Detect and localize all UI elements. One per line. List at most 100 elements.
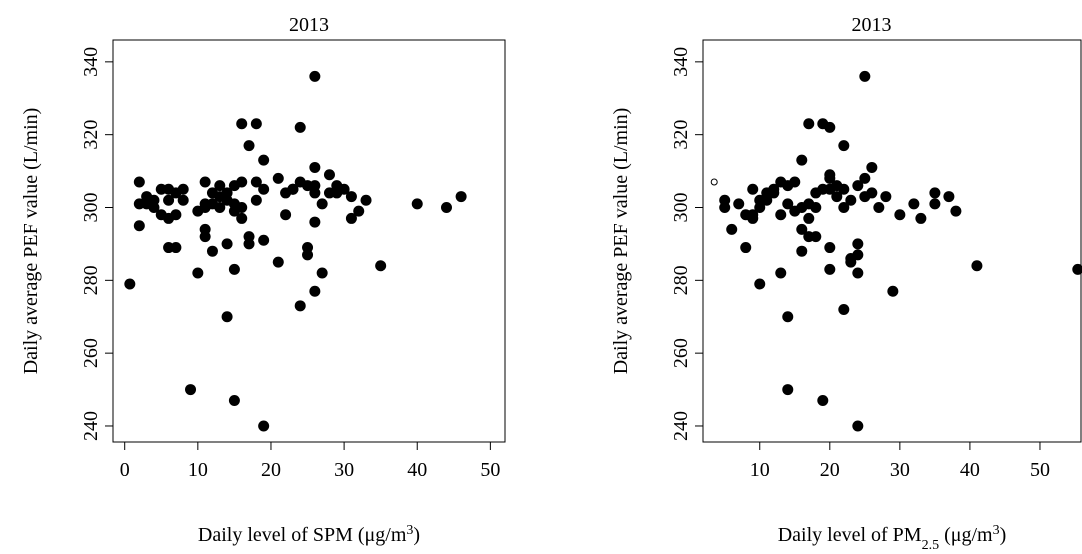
- point: [302, 249, 314, 261]
- point: [838, 183, 850, 195]
- point: [294, 121, 306, 133]
- point: [455, 191, 467, 203]
- point: [338, 183, 350, 195]
- point: [214, 202, 226, 213]
- y-tick-label: 240: [80, 411, 102, 441]
- x-tick-label: 10: [188, 459, 208, 481]
- point: [221, 311, 233, 323]
- point: [782, 311, 794, 323]
- point: [309, 180, 321, 192]
- point: [243, 238, 255, 250]
- point: [236, 212, 248, 224]
- point: [345, 191, 357, 203]
- point: [228, 394, 240, 406]
- point: [133, 176, 145, 188]
- point: [852, 180, 864, 192]
- chart-title: 2013: [289, 14, 329, 36]
- point: [316, 267, 328, 279]
- point: [250, 194, 262, 206]
- y-tick-label: 240: [670, 411, 692, 441]
- plot-box: [702, 39, 1082, 443]
- point: [838, 140, 850, 152]
- point: [250, 118, 262, 130]
- x-axis-label-part: ): [1000, 524, 1007, 546]
- point: [747, 209, 759, 221]
- point: [852, 249, 864, 261]
- point: [950, 205, 962, 217]
- point: [309, 70, 321, 82]
- point: [754, 278, 766, 290]
- point: [880, 191, 892, 203]
- point: [228, 263, 240, 275]
- point: [719, 202, 731, 213]
- y-axis-label: Daily average PEF value (L/min): [20, 108, 42, 375]
- open-point: [710, 178, 718, 186]
- x-tick-label: 10: [750, 459, 770, 481]
- y-tick-label: 320: [80, 120, 102, 150]
- point: [782, 384, 794, 396]
- y-tick-label: 340: [670, 47, 692, 77]
- point: [258, 420, 270, 432]
- point: [929, 187, 941, 199]
- point: [845, 194, 857, 206]
- x-tick-label: 30: [334, 459, 354, 481]
- point: [852, 420, 864, 432]
- point: [287, 183, 299, 195]
- chart-title: 2013: [852, 14, 892, 36]
- point: [733, 198, 745, 210]
- point: [309, 216, 321, 228]
- x-tick-label: 20: [820, 459, 840, 481]
- x-axis-label-part: Daily level of PM: [778, 524, 922, 546]
- point: [280, 209, 292, 221]
- point: [440, 202, 452, 213]
- point: [908, 198, 920, 210]
- point: [177, 183, 189, 195]
- point: [170, 242, 182, 254]
- point: [831, 191, 843, 203]
- x-tick-label: 50: [480, 459, 500, 481]
- x-axis-label-part: Daily level of SPM (μg/m: [198, 524, 407, 546]
- point: [866, 187, 878, 199]
- point: [803, 118, 815, 130]
- point: [915, 212, 927, 224]
- x-tick-label: 30: [890, 459, 910, 481]
- point: [775, 267, 787, 279]
- point: [859, 172, 871, 184]
- point: [206, 245, 218, 257]
- y-tick-label: 320: [670, 120, 692, 150]
- point: [852, 238, 864, 250]
- y-tick-label: 260: [80, 338, 102, 368]
- point: [824, 263, 836, 275]
- point: [133, 220, 145, 232]
- y-tick-label: 300: [80, 193, 102, 223]
- point: [810, 202, 822, 213]
- point: [258, 183, 270, 195]
- point: [754, 202, 766, 213]
- point: [309, 161, 321, 173]
- point: [817, 394, 829, 406]
- x-axis-label-part: 3: [993, 523, 1000, 538]
- point: [761, 194, 773, 206]
- point: [236, 118, 248, 130]
- point: [221, 238, 233, 250]
- point: [170, 209, 182, 221]
- point: [852, 267, 864, 279]
- point: [866, 161, 878, 173]
- point: [243, 140, 255, 152]
- point: [824, 121, 836, 133]
- point: [236, 176, 248, 188]
- x-axis-label-part: 3: [406, 523, 413, 538]
- point: [838, 303, 850, 315]
- point: [747, 183, 759, 195]
- point: [789, 176, 801, 188]
- x-axis-label: Daily level of SPM (μg/m3): [198, 523, 420, 547]
- point: [943, 191, 955, 203]
- point: [873, 202, 885, 213]
- x-axis-label-part: 2.5: [922, 538, 940, 553]
- point: [294, 300, 306, 312]
- point: [236, 202, 248, 213]
- x-tick-label: 50: [1030, 459, 1050, 481]
- y-axis-label: Daily average PEF value (L/min): [610, 108, 632, 375]
- point: [360, 194, 372, 206]
- point: [810, 231, 822, 243]
